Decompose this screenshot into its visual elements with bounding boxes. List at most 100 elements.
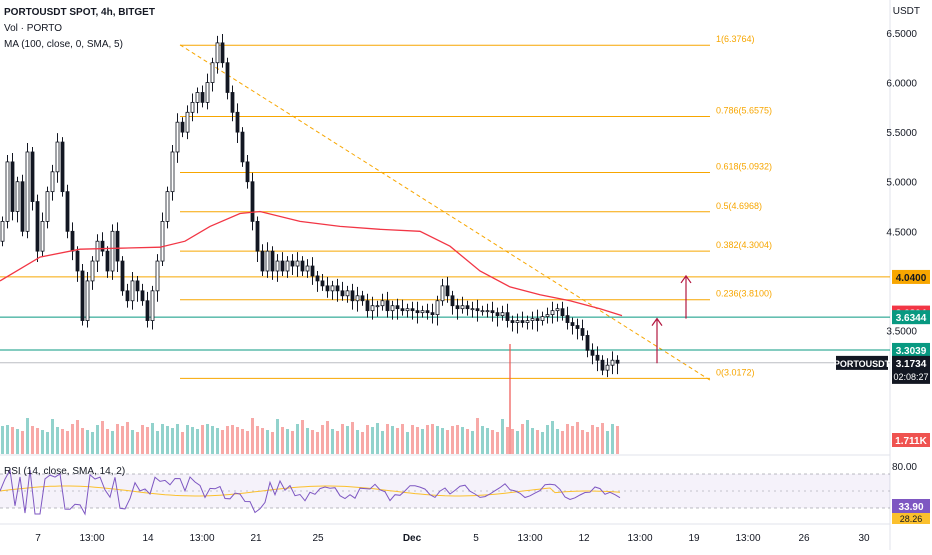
candle-body: [30, 151, 35, 202]
candle-body: [375, 305, 380, 308]
candle-body: [265, 250, 270, 272]
candle-body: [425, 310, 430, 314]
candle-body: [515, 320, 520, 323]
volume-bar: [256, 426, 259, 454]
volume-bar: [196, 429, 199, 454]
volume-bar: [96, 425, 99, 454]
volume-bar: [526, 420, 529, 454]
volume-bar: [316, 432, 319, 454]
volume-legend: Vol · PORTO: [4, 23, 62, 34]
candle-body: [95, 240, 100, 262]
y-tick-label: 6.5000: [886, 29, 917, 40]
candle-body: [170, 151, 175, 193]
volume-bar: [501, 419, 504, 454]
candle-body: [130, 280, 135, 302]
fib-level-label: 0.382(4.3004): [716, 240, 772, 250]
candle-body: [400, 308, 405, 312]
candle-body: [70, 230, 75, 252]
volume-bar: [381, 431, 384, 454]
volume-bar: [136, 432, 139, 454]
candle-body: [305, 265, 310, 272]
candle-body: [540, 316, 545, 321]
volume-bar: [186, 425, 189, 454]
y-tick-label: 3.5000: [886, 326, 917, 337]
candle-body: [580, 328, 585, 336]
candle-body: [20, 181, 25, 232]
candle-body: [530, 318, 535, 321]
volume-bar: [511, 429, 514, 454]
volume-bar: [396, 428, 399, 454]
volume-bar: [171, 428, 174, 454]
volume-bar: [436, 426, 439, 454]
candle-body: [505, 312, 510, 321]
volume-bar: [21, 431, 24, 454]
candle-body: [285, 260, 290, 272]
x-tick-label: 19: [688, 533, 700, 544]
volume-bar: [496, 432, 499, 454]
candle-body: [575, 325, 580, 329]
candle-body: [590, 349, 595, 356]
candle-body: [300, 260, 305, 272]
volume-bar: [281, 427, 284, 454]
candle-body: [125, 290, 130, 302]
candle-body: [150, 290, 155, 321]
volume-bar: [611, 424, 614, 454]
candle-body: [230, 92, 235, 113]
volume-bar: [131, 430, 134, 454]
candle-body: [40, 220, 45, 252]
candle-body: [80, 270, 85, 321]
x-tick-label: 13:00: [79, 533, 104, 544]
volume-bar: [451, 426, 454, 454]
volume-bar: [276, 419, 279, 454]
volume-bar: [571, 426, 574, 454]
volume-bar: [421, 429, 424, 454]
price-badge-support-bg: [892, 310, 930, 325]
x-tick-label: 7: [35, 533, 41, 544]
y-tick-label: 5.0000: [886, 178, 917, 189]
candle-body: [325, 285, 330, 292]
volume-bar: [596, 427, 599, 454]
candle-body: [500, 312, 505, 317]
volume-bar: [76, 420, 79, 454]
volume-bar: [456, 425, 459, 454]
volume-bar: [576, 422, 579, 454]
volume-badge: 1.711K: [895, 436, 927, 447]
volume-bar: [366, 425, 369, 454]
fib-level-label: 0.5(4.6968): [716, 201, 762, 211]
candle-body: [220, 42, 225, 64]
candle-body: [135, 280, 140, 292]
candle-body: [510, 320, 515, 323]
volume-bar: [221, 430, 224, 454]
candle-body: [460, 305, 465, 310]
volume-bar: [401, 424, 404, 454]
candle-body: [120, 260, 125, 292]
candle-body: [35, 201, 40, 252]
candle-body: [185, 111, 190, 133]
volume-bar: [86, 430, 89, 454]
volume-bar: [531, 428, 534, 454]
candle-body: [445, 285, 450, 297]
candle-body: [610, 359, 615, 366]
volume-bar: [446, 430, 449, 454]
candle-body: [360, 295, 365, 302]
volume-bar: [431, 424, 434, 454]
volume-bar: [491, 430, 494, 454]
candle-body: [5, 161, 10, 222]
volume-bar: [291, 431, 294, 454]
candle-body: [315, 275, 320, 282]
volume-bar: [471, 431, 474, 454]
candle-body: [105, 250, 110, 272]
x-tick-label: 13:00: [189, 533, 214, 544]
candle-body: [380, 300, 385, 307]
volume-bar: [426, 425, 429, 454]
volume-bar: [616, 426, 619, 454]
volume-bar: [311, 430, 314, 454]
candle-body: [100, 240, 105, 252]
volume-bar: [176, 424, 179, 454]
candle-body: [480, 310, 485, 313]
candle-body: [85, 280, 90, 321]
candle-body: [210, 62, 215, 83]
candle-body: [430, 312, 435, 316]
